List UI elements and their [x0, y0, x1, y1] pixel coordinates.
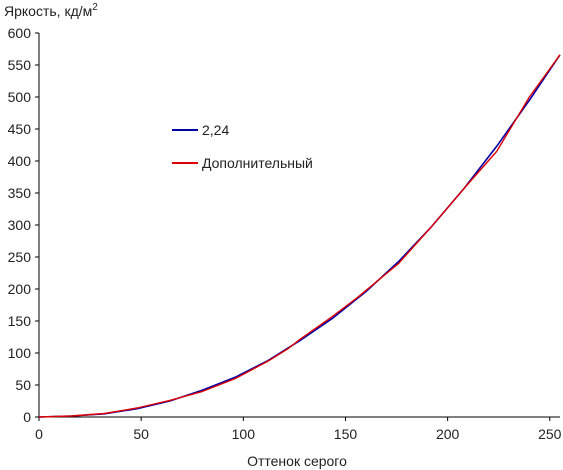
- y-tick-label: 200: [8, 281, 32, 297]
- y-tick-label: 350: [8, 185, 32, 201]
- y-tick-label: 400: [8, 153, 32, 169]
- y-axis-label: Яркость, кд/м2: [4, 2, 98, 19]
- x-ticks: 0 50 100 150 200 250: [35, 417, 562, 442]
- legend-label-2-24: 2,24: [202, 122, 229, 138]
- x-axis-label: Оттенок серого: [247, 453, 347, 469]
- y-tick-label: 500: [8, 89, 32, 105]
- y-tick-label: 100: [8, 345, 32, 361]
- y-tick-label: 0: [23, 409, 31, 425]
- series-line-2-24: [38, 54, 561, 418]
- x-tick-label: 250: [538, 426, 562, 442]
- y-tick-label: 250: [8, 249, 32, 265]
- legend: 2,24 Дополнительный: [172, 122, 313, 171]
- x-tick-label: 100: [232, 426, 256, 442]
- y-tick-label: 300: [8, 217, 32, 233]
- series-line-additional: [38, 54, 561, 418]
- x-tick-label: 200: [436, 426, 460, 442]
- y-tick-label: 550: [8, 57, 32, 73]
- y-tick-label: 50: [15, 377, 31, 393]
- y-tick-label: 600: [8, 25, 32, 41]
- axes: [38, 33, 560, 418]
- x-tick-label: 0: [35, 426, 43, 442]
- x-tick-label: 150: [334, 426, 358, 442]
- legend-label-additional: Дополнительный: [202, 155, 313, 171]
- y-ticks: 0 50 100 150 200 250 300 350 400 450 500 550 600: [8, 25, 39, 425]
- series-layer: [38, 54, 561, 418]
- x-tick-label: 50: [133, 426, 149, 442]
- y-tick-label: 150: [8, 313, 32, 329]
- y-tick-label: 450: [8, 121, 32, 137]
